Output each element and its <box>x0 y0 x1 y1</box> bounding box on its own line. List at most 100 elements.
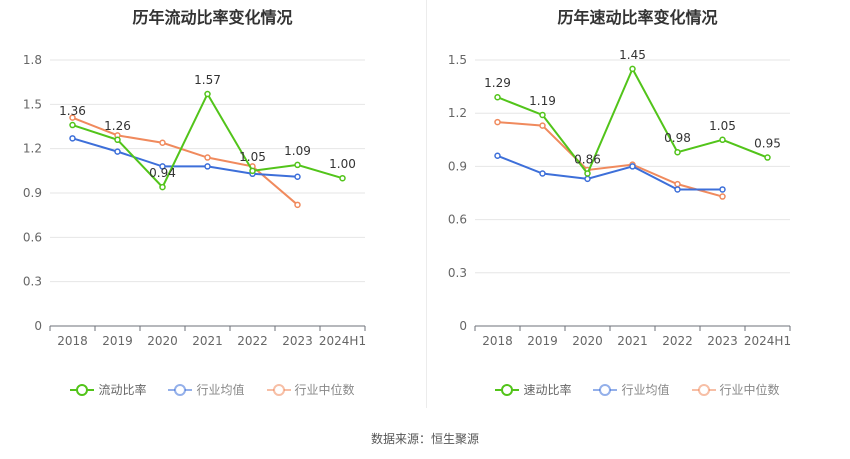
y-tick-label: 0.3 <box>448 266 467 280</box>
legend-label: 速动比率 <box>523 383 572 397</box>
data-label: 1.29 <box>484 76 511 90</box>
data-point[interactable] <box>69 114 76 121</box>
series-1 <box>69 135 301 180</box>
data-label: 1.09 <box>284 144 311 158</box>
x-tick-label: 2021 <box>192 334 223 348</box>
legend-item[interactable]: 行业中位数 <box>266 381 355 398</box>
x-tick-label: 2024H1 <box>744 334 791 348</box>
data-label: 1.05 <box>709 119 736 133</box>
data-point[interactable] <box>339 174 346 182</box>
data-point[interactable] <box>584 170 591 177</box>
y-tick-label: 1.8 <box>23 53 42 67</box>
y-tick-label: 0 <box>34 319 42 333</box>
x-tick-label: 2019 <box>527 334 558 348</box>
y-tick-label: 0.9 <box>23 186 42 200</box>
chart-title: 历年速动比率变化情况 <box>557 8 718 27</box>
data-point[interactable] <box>294 161 301 169</box>
chart-title: 历年流动比率变化情况 <box>132 8 293 27</box>
data-label: 1.19 <box>529 94 556 108</box>
data-label: 1.45 <box>619 48 646 62</box>
panel-divider <box>426 0 427 408</box>
y-tick-label: 0.3 <box>23 275 42 289</box>
data-point[interactable] <box>674 148 681 156</box>
data-point[interactable] <box>69 121 76 129</box>
series-line <box>497 154 723 191</box>
y-tick-label: 0.6 <box>23 230 42 244</box>
data-point[interactable] <box>494 93 501 101</box>
x-tick-label: 2018 <box>57 334 88 348</box>
data-point[interactable] <box>629 65 636 73</box>
series-0: 1.36 1.26 0.94 1.57 1.05 1.09 1.00 <box>59 73 356 191</box>
data-label: 1.00 <box>329 157 356 171</box>
data-point[interactable] <box>294 173 301 180</box>
y-tick-label: 1.2 <box>448 106 467 120</box>
x-tick-label: 2020 <box>147 334 178 348</box>
data-point[interactable] <box>114 136 121 144</box>
series-line <box>72 91 343 189</box>
data-point[interactable] <box>204 90 211 98</box>
legend-label: 行业均值 <box>196 383 245 397</box>
chart-panel-quick-ratio: 历年速动比率变化情况 0 0.3 0.6 0.9 1.2 1.5 2018 2019 2020 2… <box>425 0 850 410</box>
data-point[interactable] <box>114 148 121 155</box>
data-label: 0.95 <box>754 137 781 151</box>
x-tick-label: 2022 <box>662 334 693 348</box>
y-tick-label: 1.5 <box>23 97 42 111</box>
data-source-note: 数据来源：恒生聚源 <box>370 432 479 446</box>
data-label: 0.98 <box>664 131 691 145</box>
series-line <box>72 137 298 178</box>
series-line <box>72 116 299 206</box>
series-0: 1.29 1.19 0.86 1.45 0.98 1.05 0.95 <box>484 48 781 177</box>
data-label: 1.36 <box>59 104 86 118</box>
x-tick-label: 2023 <box>707 334 738 348</box>
data-point[interactable] <box>159 139 166 147</box>
legend-item[interactable]: 行业均值 <box>168 381 245 398</box>
y-tick-label: 1.5 <box>448 53 467 67</box>
legend-item[interactable]: 行业均值 <box>593 381 670 398</box>
chart-legend: 速动比率 行业均值 行业中位数 <box>425 381 850 398</box>
legend-swatch-icon <box>495 383 520 396</box>
data-point[interactable] <box>494 152 501 160</box>
chart-legend: 流动比率 行业均值 行业中位数 <box>0 381 425 398</box>
x-tick-label: 2018 <box>482 334 513 348</box>
data-point[interactable] <box>719 136 726 144</box>
data-point[interactable] <box>674 186 681 193</box>
data-point[interactable] <box>719 193 726 200</box>
y-tick-label: 1.2 <box>23 142 42 156</box>
data-point[interactable] <box>204 154 211 161</box>
data-point[interactable] <box>674 180 681 188</box>
data-point[interactable] <box>494 118 501 126</box>
legend-item[interactable]: 行业中位数 <box>691 381 780 398</box>
legend-swatch-icon <box>266 383 291 396</box>
data-point[interactable] <box>764 154 771 161</box>
data-point[interactable] <box>539 170 546 177</box>
legend-label: 行业中位数 <box>719 383 780 397</box>
data-label: 1.05 <box>239 150 266 164</box>
data-point[interactable] <box>159 163 166 170</box>
y-tick-label: 0 <box>459 319 467 333</box>
data-point[interactable] <box>719 186 726 193</box>
data-point[interactable] <box>294 201 301 209</box>
data-label: 0.94 <box>149 166 176 180</box>
legend-item[interactable]: 速动比率 <box>495 381 571 398</box>
data-point[interactable] <box>69 135 76 142</box>
legend-swatch-icon <box>168 383 193 396</box>
data-point[interactable] <box>584 175 591 183</box>
x-tick-label: 2021 <box>617 334 648 348</box>
data-point[interactable] <box>249 167 256 175</box>
legend-label: 行业中位数 <box>294 383 355 397</box>
data-point[interactable] <box>159 183 166 191</box>
data-label: 1.57 <box>194 73 221 87</box>
current-ratio-chart: 0 0.3 0.6 0.9 1.2 1.5 1.8 2018 2019 2020 2021 2022 2… <box>23 53 366 348</box>
data-label: 1.26 <box>104 119 131 133</box>
legend-swatch-icon <box>691 383 716 396</box>
quick-ratio-chart: 0 0.3 0.6 0.9 1.2 1.5 2018 2019 2020 2021 2022 2023… <box>448 48 791 348</box>
data-point[interactable] <box>539 122 546 129</box>
legend-item[interactable]: 流动比率 <box>70 381 146 398</box>
data-point[interactable] <box>539 111 546 119</box>
series-2 <box>69 114 301 209</box>
legend-swatch-icon <box>70 383 95 396</box>
x-tick-label: 2024H1 <box>319 334 366 348</box>
data-point[interactable] <box>629 163 636 170</box>
legend-label: 行业均值 <box>621 383 670 397</box>
data-point[interactable] <box>204 163 211 170</box>
